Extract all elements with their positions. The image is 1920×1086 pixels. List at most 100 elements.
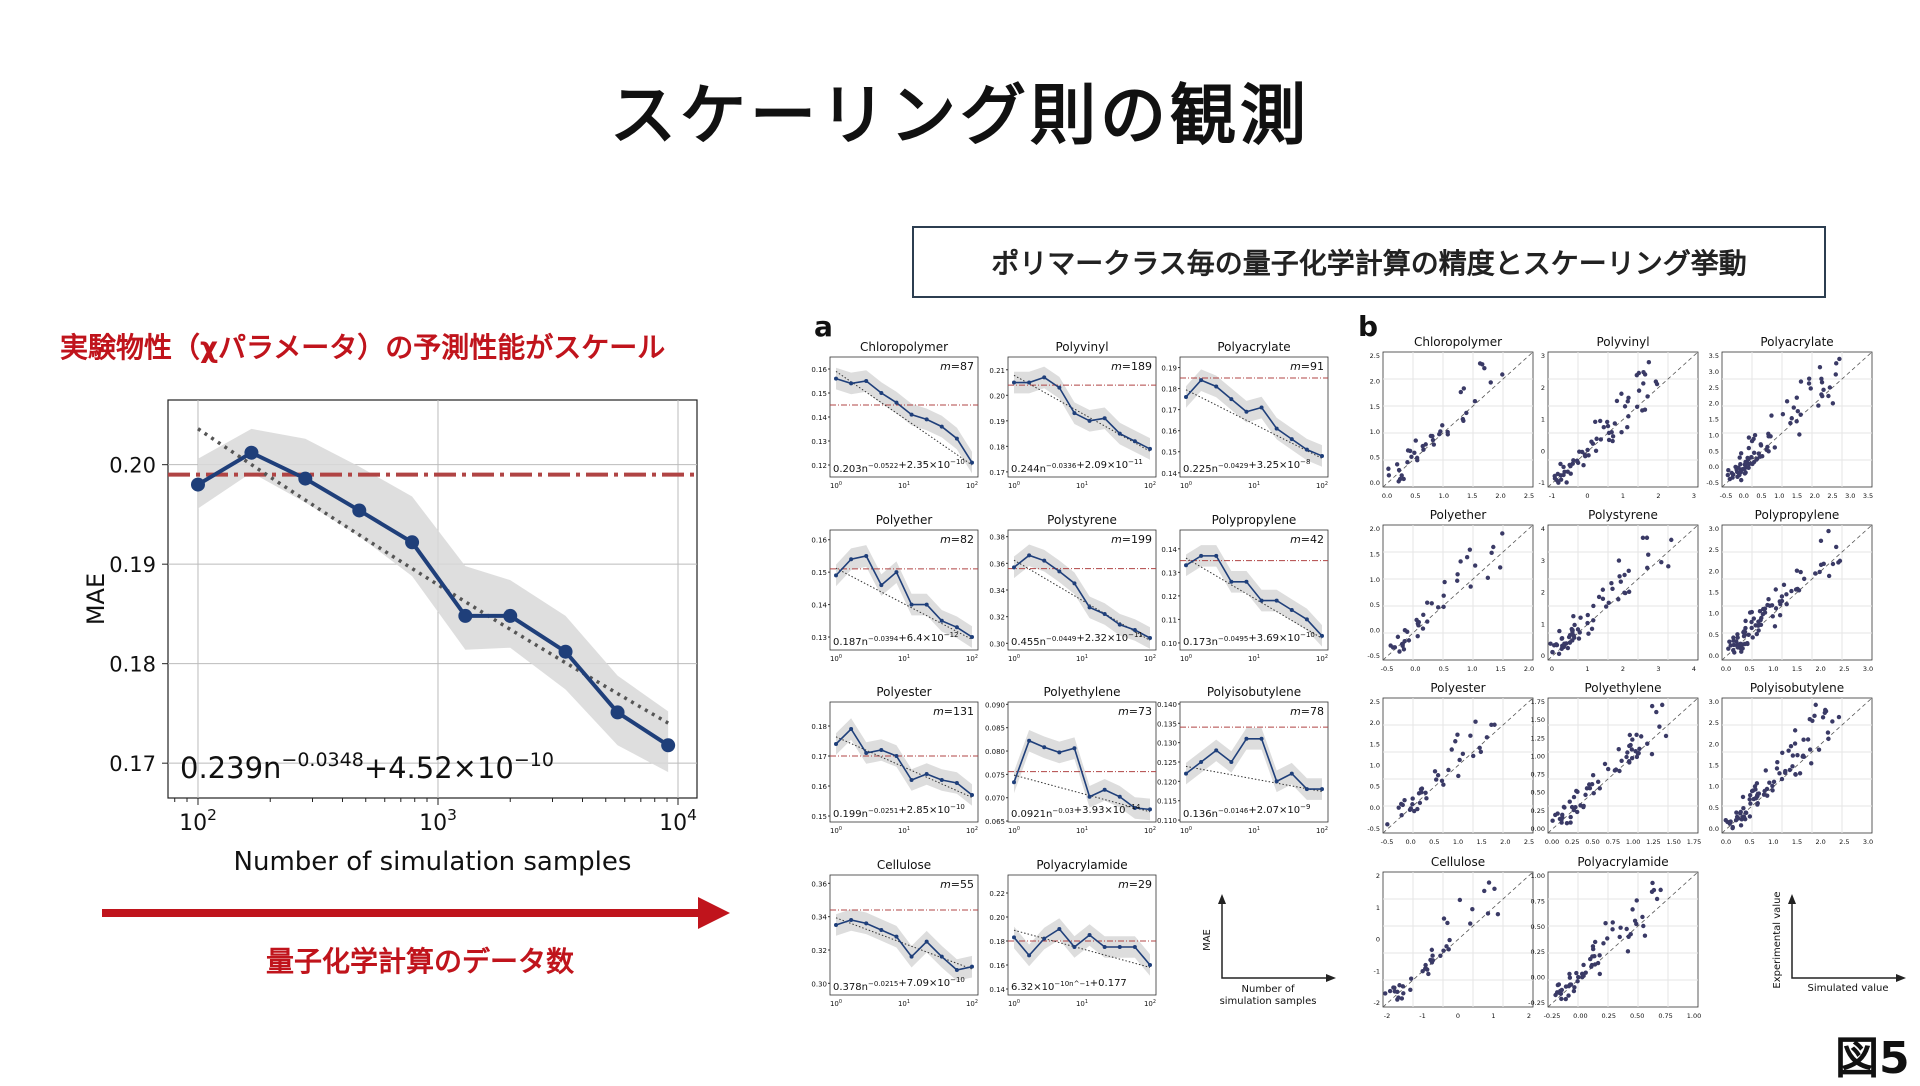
scatter-point: [1743, 810, 1748, 815]
subplot-x-tick: 0.5: [1756, 492, 1766, 500]
scatter-point: [1590, 773, 1596, 778]
subplot-point: [1214, 553, 1219, 558]
subplot-x-tick: -0.5: [1381, 665, 1394, 673]
subplot-y-tick: 0.140: [1157, 701, 1177, 709]
subplot-point: [1102, 612, 1107, 616]
subplot-point: [1289, 437, 1294, 442]
scatter-point: [1478, 749, 1484, 755]
scatter-point: [1624, 754, 1629, 760]
subplot-point: [970, 964, 974, 969]
subplot-x-tick: 102: [966, 481, 978, 490]
subplot-y-tick: 0.21: [989, 367, 1005, 375]
subplot-x-tick: 1.50: [1666, 838, 1680, 846]
scatter-point: [1471, 753, 1476, 759]
scatter-point: [1417, 800, 1423, 806]
subplot-point: [1274, 779, 1279, 784]
subplot-point: [1274, 426, 1279, 431]
subplot-y-tick: 0.25: [1531, 948, 1545, 956]
scatter-point: [1439, 778, 1445, 783]
fit-line: [197, 427, 670, 725]
subplot-point: [1117, 945, 1122, 949]
subplot-point: [849, 557, 854, 562]
subplot-point: [894, 754, 899, 758]
scatter-point: [1743, 618, 1748, 624]
subplot-point: [1012, 935, 1016, 940]
scatter-point: [1423, 790, 1428, 795]
subplot-point: [1102, 945, 1107, 949]
subplot-y-tick: 0.12: [811, 462, 827, 470]
scatter-point: [1485, 911, 1491, 916]
scatter-point: [1492, 886, 1497, 891]
scatter-point: [1813, 702, 1818, 708]
scatter-point: [1572, 622, 1577, 628]
subplot-band: [1186, 369, 1322, 467]
subplot-y-tick: 0.12: [1161, 593, 1177, 601]
subplot-x-tick: 1.0: [1467, 665, 1477, 673]
subplot-point: [834, 573, 838, 578]
subplot-y-tick: 0.16: [989, 962, 1005, 970]
scatter-point: [1797, 771, 1803, 776]
subplot-point: [1057, 385, 1062, 390]
subplot-x-tick: 2: [1621, 665, 1625, 673]
scatter-point: [1748, 461, 1753, 466]
subplot-m-label: m=131: [933, 705, 974, 718]
scatter-point: [1645, 394, 1650, 399]
subplot-a-chloropolymer: Chloropolymer 0.12 0.13 0.14 0.15 0.16 100 101 1…: [811, 340, 979, 490]
subplot-x-tick: 101: [898, 999, 910, 1008]
subplot-y-tick: 0.17: [1161, 407, 1177, 415]
scatter-point: [1558, 461, 1563, 467]
scatter-point: [1654, 896, 1660, 902]
scatter-point: [1794, 419, 1799, 424]
scatter-point: [1735, 474, 1740, 480]
data-point: [405, 535, 420, 550]
scatter-point: [1760, 612, 1766, 617]
legend-x-label: Number of simulation samples: [1220, 984, 1317, 1007]
scatter-point: [1751, 459, 1757, 465]
scatter-point: [1735, 816, 1741, 821]
subplot-point: [834, 923, 838, 927]
subplot-y-tick: 0.15: [811, 390, 827, 398]
subplot-y-tick: 2.5: [1709, 719, 1719, 727]
scatter-point: [1833, 544, 1839, 550]
subplot-x-tick: 3.0: [1863, 665, 1873, 673]
data-point: [558, 644, 573, 659]
subplot-point: [864, 379, 869, 383]
scatter-point: [1461, 386, 1467, 391]
subplot-y-tick: 0.5: [1709, 447, 1719, 455]
scatter-point: [1500, 372, 1505, 377]
scatter-point: [1807, 716, 1812, 722]
scatter-point: [1769, 413, 1774, 418]
subplot-y-tick: 0.17: [989, 469, 1005, 477]
subplot-point: [1184, 771, 1188, 776]
subplot-fit-equation: 0.203n−0.0522+2.35×10−10: [833, 458, 965, 475]
subplot-fit: [1185, 389, 1323, 459]
scatter-point: [1747, 792, 1753, 798]
scatter-point: [1567, 640, 1573, 645]
scatter-point: [1401, 647, 1407, 652]
subplot-b-chloropolymer: Chloropolymer 0.00.0 0.5 0.5 1.0 1.0 1.5 1.5 2.0…: [1370, 335, 1535, 500]
scatter-point: [1386, 473, 1392, 478]
scatter-point: [1627, 743, 1632, 749]
subplot-y-tick: -0.25: [1528, 999, 1545, 1007]
data-point: [244, 445, 259, 460]
scatter-point: [1619, 429, 1624, 435]
scatter-point: [1625, 424, 1630, 430]
subplot-point: [1117, 794, 1122, 799]
subplot-point: [970, 793, 974, 797]
scatter-point: [1468, 921, 1473, 926]
subplot-point: [1102, 787, 1107, 792]
scatter-point: [1472, 563, 1478, 568]
scatter-point: [1646, 360, 1652, 365]
scatter-point: [1591, 790, 1596, 796]
subplot-x-tick: 4: [1692, 665, 1696, 673]
subplot-b-polyvinyl: Polyvinyl -1 -1 0 0 1 1 2 2 3 3: [1539, 335, 1699, 500]
scatter-point: [1735, 635, 1740, 640]
panel-b-axis-legend: Experimental value Simulated value: [1772, 891, 1906, 994]
subplot-y-tick: 2.0: [1709, 740, 1719, 748]
scatter-point: [1585, 612, 1590, 618]
subplot-y-tick: 2: [1541, 589, 1545, 597]
subplot-series: [835, 919, 973, 971]
scatter-point: [1482, 888, 1487, 894]
scatter-point: [1586, 453, 1591, 458]
subplot-x-tick: 0.0: [1739, 492, 1749, 500]
